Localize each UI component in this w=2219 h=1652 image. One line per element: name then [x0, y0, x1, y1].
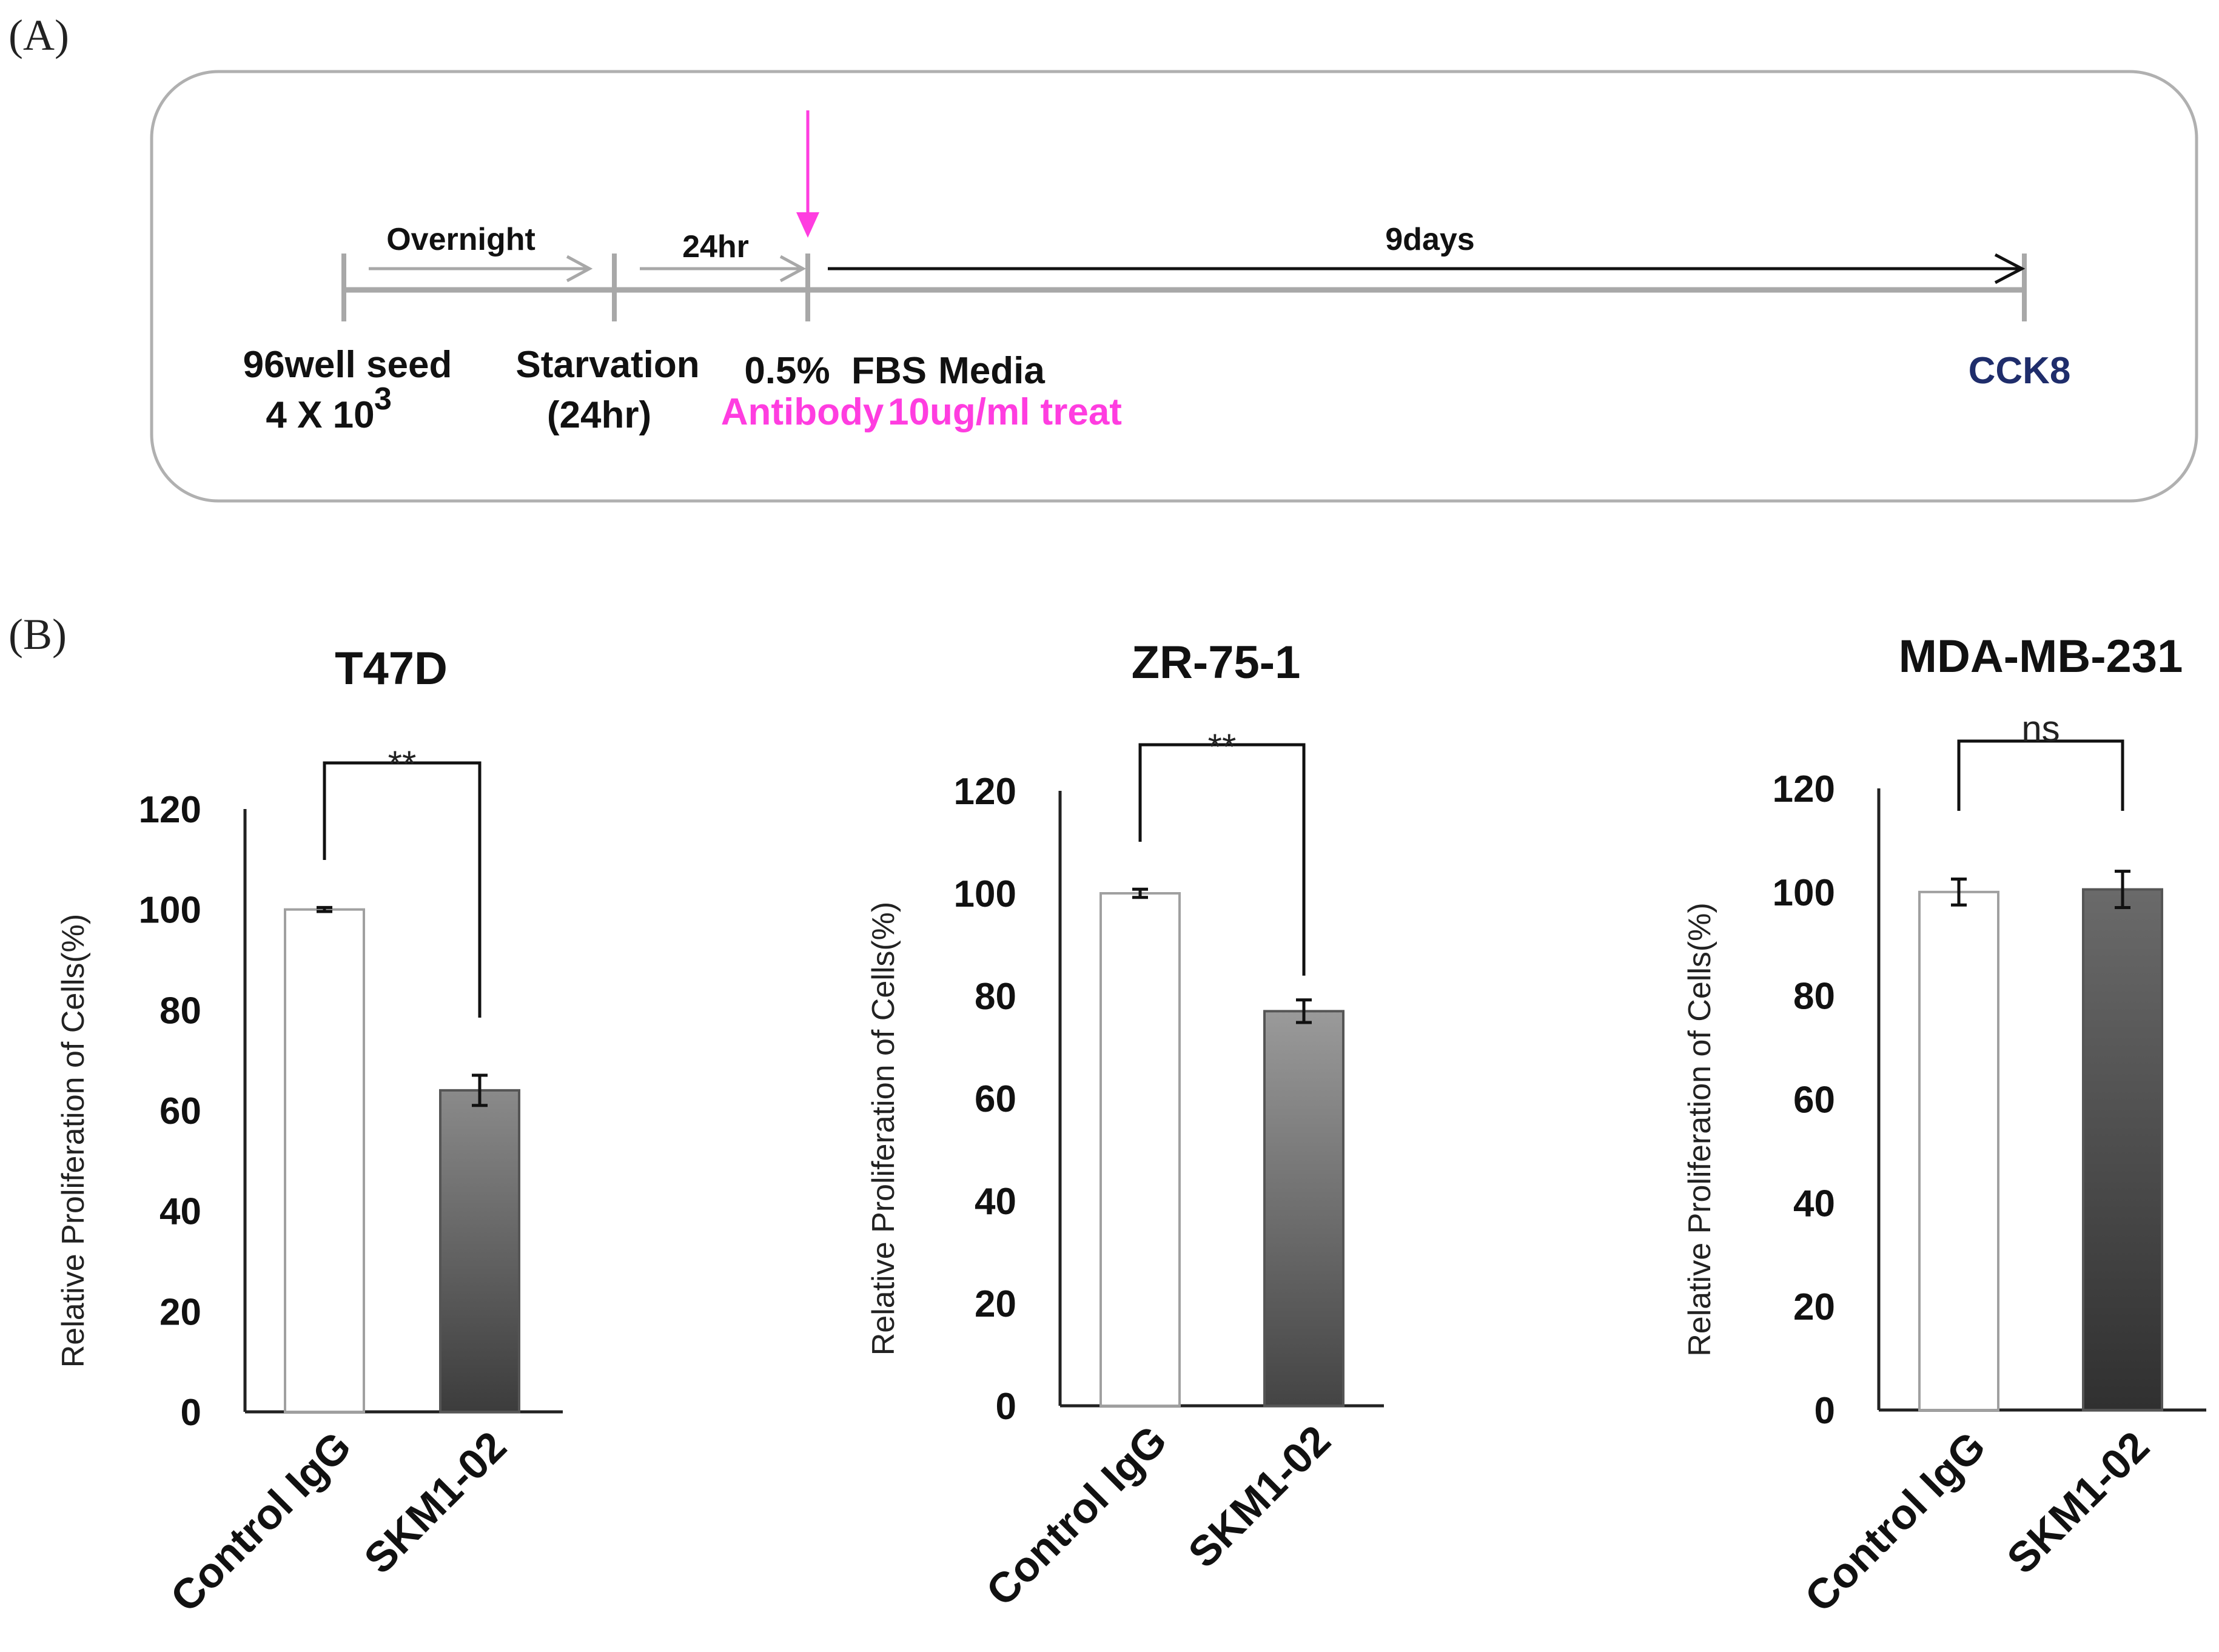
chart-title: T47D	[335, 643, 448, 694]
y-tick-label: 40	[159, 1191, 201, 1233]
significance-bracket-line	[323, 761, 482, 1018]
y-tick-label: 120	[1773, 768, 1835, 810]
event-seed-superscript: 3	[374, 381, 392, 417]
event-media-percent: 0.5%	[744, 350, 830, 392]
y-tick-label: 80	[159, 990, 201, 1032]
event-starvation-line1: Starvation	[515, 344, 699, 386]
segment-label-9days: 9days	[1385, 222, 1474, 257]
y-tick-label: 40	[975, 1181, 1016, 1223]
significance-label: **	[1208, 727, 1237, 767]
significance-bracket-line	[1138, 743, 1306, 976]
x-category-label: Control IgG	[161, 1422, 360, 1620]
y-tick-label: 100	[139, 890, 201, 932]
treatment-arrow	[796, 110, 819, 238]
y-tick-label: 100	[1773, 872, 1835, 914]
chart-3: MDA-MB-231 0 20 40 60 80 100 120 Relative Prolif…	[1682, 631, 2206, 1621]
x-category-label: SKM1-02	[355, 1422, 515, 1582]
event-cck8: CCK8	[1969, 350, 2071, 392]
panel-a-label: (A)	[8, 11, 69, 59]
bar-skm1-02	[2082, 888, 2163, 1411]
y-axis-label: Relative Proliferation of Cells(%)	[1682, 902, 1717, 1357]
error-bar	[317, 905, 332, 913]
y-tick-label: 60	[1793, 1080, 1835, 1121]
chart-2: ZR-75-1 0 20 40 60 80 100 120 Relative Prolifera…	[866, 637, 1384, 1615]
y-tick-label: 20	[1793, 1286, 1835, 1328]
segment-label-24hr: 24hr	[682, 229, 749, 264]
y-tick-label: 0	[181, 1392, 201, 1434]
significance-bracket-line	[1957, 739, 2124, 811]
significance-label: **	[388, 744, 417, 784]
timeline-frame	[150, 70, 2198, 503]
y-tick-label: 80	[1793, 976, 1835, 1018]
bar-charts: T47D 0 20 40 60 80 100 120 Relative Proliferatio…	[56, 631, 2206, 1621]
y-axis-label: Relative Proliferation of Cells(%)	[866, 902, 901, 1356]
y-tick-label: 60	[975, 1078, 1016, 1120]
chart-1: T47D 0 20 40 60 80 100 120 Relative Proliferatio…	[56, 643, 563, 1621]
event-seed-line1: 96well seed	[243, 344, 452, 386]
bar-skm1-02	[1263, 1010, 1344, 1407]
y-tick-label: 120	[954, 771, 1016, 813]
significance-label: ns	[2021, 708, 2060, 749]
starvation-arrow	[640, 255, 807, 283]
y-tick-label: 0	[1814, 1390, 1835, 1432]
timeline-diagram: Overnight 24hr 9days 96well seed 4 X 10 …	[150, 70, 2198, 503]
y-tick-label: 40	[1793, 1183, 1835, 1224]
chart-title: ZR-75-1	[1132, 637, 1301, 688]
y-tick-label: 100	[954, 873, 1016, 915]
event-antibody: Antibody	[721, 391, 884, 433]
significance-bracket: **	[323, 744, 482, 1018]
y-tick-label: 0	[996, 1386, 1016, 1428]
event-media-word: Media	[938, 350, 1045, 392]
x-category-label: Control IgG	[977, 1416, 1175, 1614]
y-tick-label: 20	[975, 1283, 1016, 1325]
y-tick-label: 120	[139, 789, 201, 831]
bar-control-igg	[1918, 890, 1999, 1412]
y-tick-label: 60	[159, 1090, 201, 1132]
x-category-label: Control IgG	[1796, 1422, 1994, 1620]
segment-label-overnight: Overnight	[386, 222, 535, 257]
chart-title: MDA-MB-231	[1899, 631, 2183, 682]
bar-control-igg	[284, 908, 365, 1413]
panel-b-label: (B)	[8, 610, 67, 659]
event-treat: 10ug/ml treat	[888, 391, 1122, 433]
nine-days-arrow	[828, 253, 2026, 284]
error-bar	[1132, 887, 1148, 899]
event-seed-base: 4 X 10	[266, 394, 374, 436]
significance-bracket: ns	[1957, 708, 2124, 811]
y-tick-label: 80	[975, 976, 1016, 1018]
error-bar	[472, 1073, 488, 1107]
error-bar	[2115, 870, 2130, 909]
bar-control-igg	[1099, 892, 1181, 1407]
x-category-label: SKM1-02	[1179, 1416, 1339, 1576]
bar-skm1-02	[439, 1089, 520, 1414]
event-media-fbs: FBS	[851, 350, 927, 392]
y-tick-label: 20	[159, 1291, 201, 1333]
overnight-arrow	[369, 255, 593, 283]
event-starvation-line2: (24hr)	[547, 394, 651, 436]
significance-bracket: **	[1138, 727, 1306, 976]
x-category-label: SKM1-02	[1998, 1422, 2158, 1582]
error-bar	[1296, 998, 1312, 1024]
error-bar	[1951, 877, 1967, 907]
event-seed-line2: 4 X 10	[266, 394, 374, 436]
y-axis-label: Relative Proliferation of Cells(%)	[56, 914, 91, 1368]
